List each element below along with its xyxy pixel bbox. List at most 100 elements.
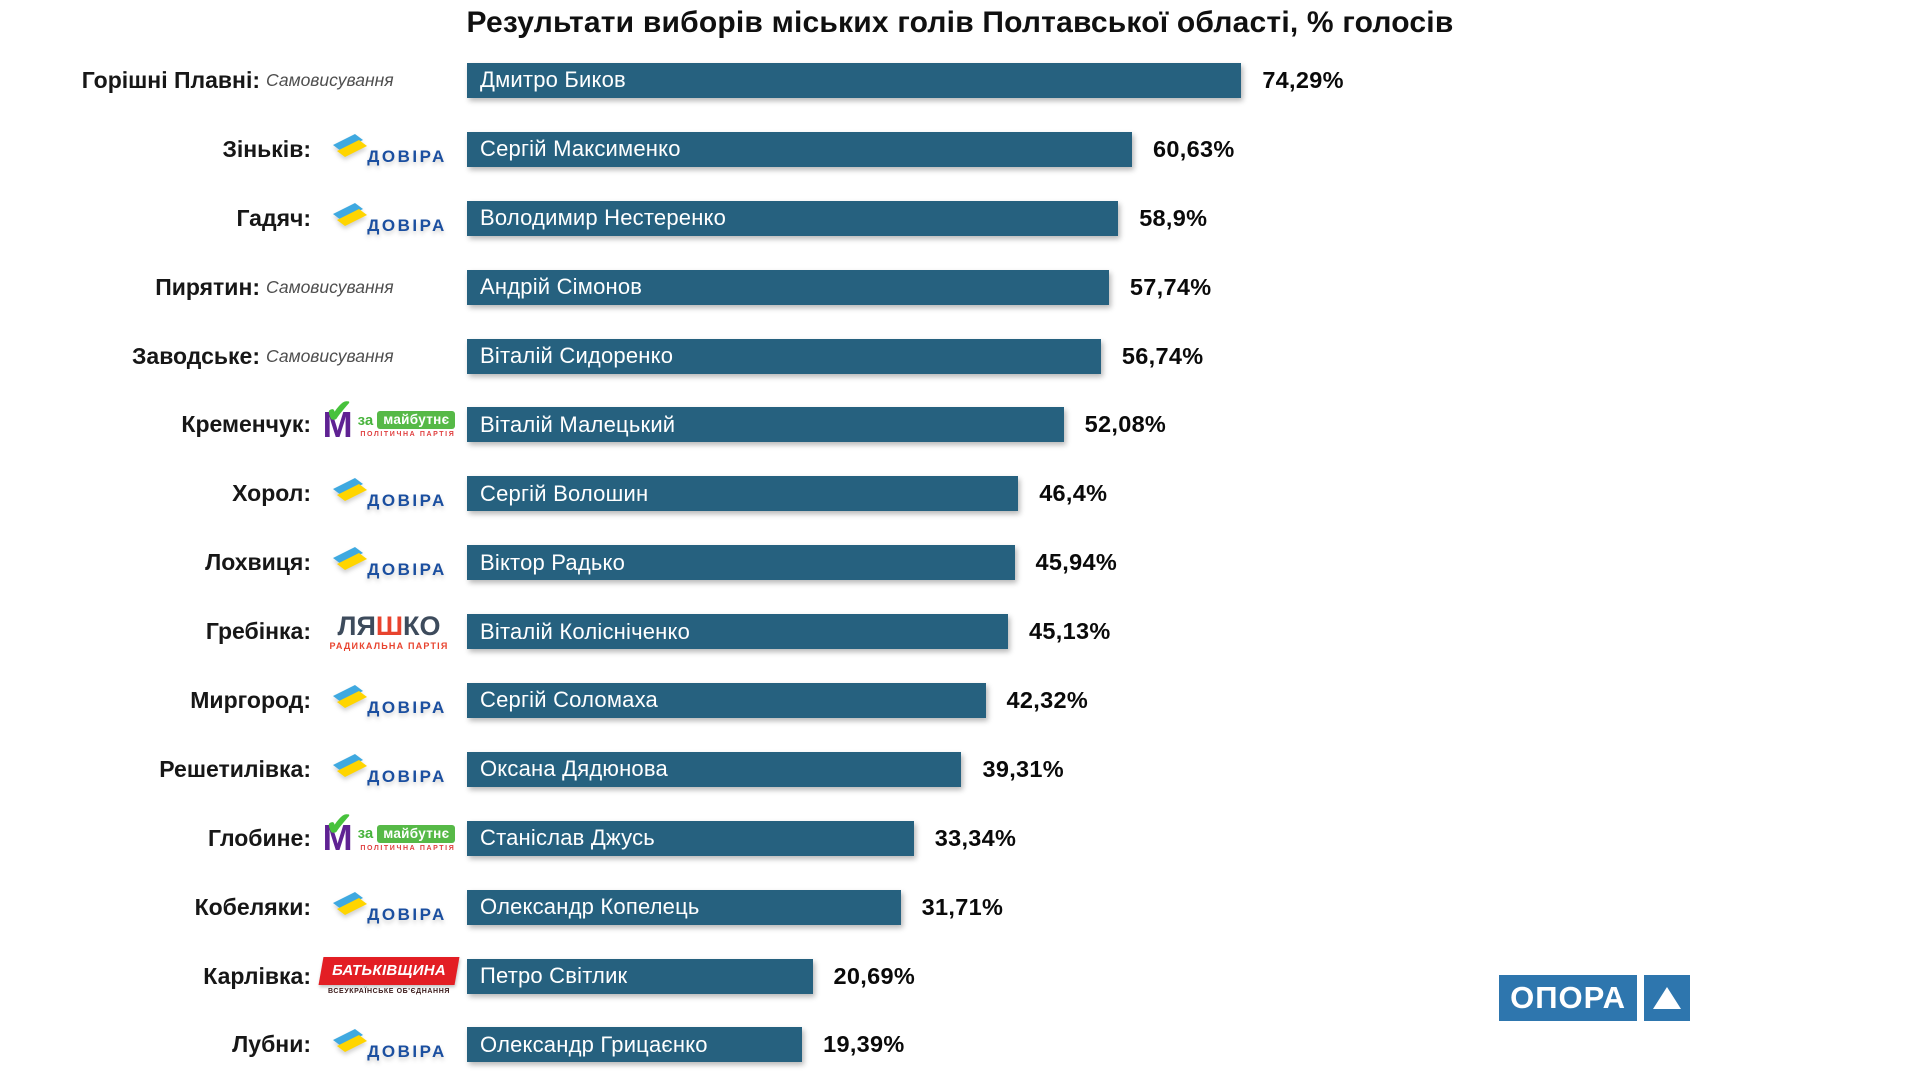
result-bar: Олександр Грицаєнко [467,1027,803,1063]
city-label: Заводське: [132,342,260,369]
dovira-logo: ДОВІРА [331,201,446,236]
percent-label: 33,34% [934,824,1017,851]
batkivshchyna-band: БАТЬКІВЩИНА [318,957,460,986]
za-maibutne-logo: М ✔ за майбутнє ПОЛІТИЧНА ПАРТІЯ [323,806,456,856]
candidate-name: Олександр Копелець [480,894,700,920]
result-bar: Віктор Радько [467,545,1015,581]
dovira-logo: ДОВІРА [331,545,446,580]
result-bar: Володимир Нестеренко [467,200,1119,236]
party-badge: ДОВІРА [311,890,467,925]
checkmark-icon: ✔ [325,806,353,843]
dovira-logo: ДОВІРА [331,476,446,511]
percent-label: 39,31% [982,755,1064,782]
result-bar: Дмитро Биков [467,62,1242,98]
candidate-name: Станіслав Джусь [480,825,655,851]
maibutne-pill: майбутнє [377,824,456,843]
result-bar: Олександр Копелець [467,889,901,925]
city-label: Решетилівка: [159,755,311,782]
dovira-flag-icon [331,890,368,925]
chart-row: Кобеляки: ДОВІРА Олександр Копелець 31,71% [0,873,1920,942]
candidate-name: Олександр Грицаєнко [480,1031,708,1057]
dovira-flag-icon [331,1027,368,1062]
checkmark-icon: ✔ [325,392,353,429]
chart-row: Лубни: ДОВІРА Олександр Грицаєнко 19,39% [0,1010,1920,1079]
city-label: Зіньків: [222,135,311,162]
percent-label: 45,94% [1035,549,1118,576]
percent-label: 19,39% [823,1031,905,1058]
city-label: Гребінка: [205,618,311,645]
candidate-name: Віталій Малецький [480,411,676,437]
result-bar: Віталій Малецький [467,407,1064,443]
party-subtitle: ВСЕУКРАЇНСЬКЕ ОБ'ЄДНАННЯ [328,988,450,996]
chart-row: Глобине: М ✔ за майбутнє ПОЛІТИЧНА ПАРТІЯ Стан… [0,804,1920,873]
liashko-part1: ЛЯ [337,610,376,641]
party-subtitle: ПОЛІТИЧНА ПАРТІЯ [360,844,456,852]
dovira-logo-text: ДОВІРА [367,1042,447,1062]
dovira-logo-text: ДОВІРА [367,697,447,717]
liashko-part3: КО [403,610,441,641]
party-badge: ДОВІРА [311,545,467,580]
chart-row: Заводське: Самовисування Віталій Сидоренко… [0,322,1920,391]
party-badge: ДОВІРА [311,1027,467,1062]
liashko-logo-text: ЛЯШКО [338,611,441,641]
self-nomination-label: Самовисування [266,345,394,366]
percent-label: 60,63% [1153,135,1235,162]
batkivshchyna-logo: БАТЬКІВЩИНА ВСЕУКРАЇНСЬКЕ ОБ'ЄДНАННЯ [318,957,460,996]
opora-logo: ОПОРА [1499,975,1690,1021]
za-maibutne-line: за майбутнє [358,824,456,843]
dovira-flag-icon [331,132,368,167]
percent-label: 57,74% [1129,273,1212,300]
party-badge: Самовисування [260,277,467,298]
candidate-name: Петро Світлик [480,963,628,989]
party-badge: ДОВІРА [311,752,467,787]
chart-row: Хорол: ДОВІРА Сергій Волошин 46,4% [0,459,1920,528]
party-badge: БАТЬКІВЩИНА ВСЕУКРАЇНСЬКЕ ОБ'ЄДНАННЯ [311,957,467,995]
result-bar: Андрій Сімонов [467,269,1109,305]
city-label: Кобеляки: [194,893,311,920]
za-maibutne-m-letter: М ✔ [322,392,353,445]
chart-row: Кременчук: М ✔ за майбутнє ПОЛІТИЧНА ПАРТІЯ Ві… [0,390,1920,459]
chart-title: Результати виборів міських голів Полтавс… [466,6,1454,39]
chart-row: Горішні Плавні: Самовисування Дмитро Биков… [0,46,1920,115]
self-nomination-label: Самовисування [266,69,394,90]
liashko-trident-letter: Ш [375,610,403,641]
candidate-name: Володимир Нестеренко [480,205,727,231]
dovira-logo-text: ДОВІРА [367,215,447,235]
candidate-name: Віталій Сидоренко [480,343,674,368]
result-bar: Віталій Сидоренко [467,338,1101,374]
result-bar: Сергій Соломаха [467,682,986,718]
dovira-logo: ДОВІРА [331,890,446,925]
city-label: Гадяч: [236,204,311,231]
party-badge: Самовисування [260,346,467,367]
za-maibutne-wordmark: за майбутнє ПОЛІТИЧНА ПАРТІЯ [358,824,456,852]
bar-rows: Горішні Плавні: Самовисування Дмитро Биков… [0,46,1920,1079]
candidate-name: Дмитро Биков [480,67,626,93]
chart-row: Гадяч: ДОВІРА Володимир Нестеренко 58,9% [0,184,1920,253]
percent-label: 52,08% [1084,411,1167,438]
dovira-flag-icon [331,545,368,580]
city-label: Кременчук: [181,411,311,438]
city-label: Пирятин: [155,273,260,300]
chart-row: Решетилівка: ДОВІРА Оксана Дядюнова 39,31% [0,735,1920,804]
batkivshchyna-logo-text: БАТЬКІВЩИНА [332,962,447,980]
za-maibutne-wordmark: за майбутнє ПОЛІТИЧНА ПАРТІЯ [358,411,456,438]
chart-row: Гребінка: ЛЯШКО РАДИКАЛЬНА ПАРТІЯ Віталій К… [0,597,1920,666]
result-bar: Віталій Колісніченко [467,614,1009,650]
city-label: Хорол: [232,480,311,507]
candidate-name: Андрій Сімонов [480,274,643,300]
opora-triangle-icon [1644,975,1690,1021]
percent-label: 56,74% [1121,342,1204,369]
candidate-name: Сергій Максименко [480,136,681,162]
dovira-logo: ДОВІРА [331,752,446,787]
maibutne-pill: майбутнє [377,411,456,430]
dovira-flag-icon [331,683,368,718]
result-bar: Сергій Волошин [467,476,1019,512]
dovira-flag-icon [331,476,368,511]
percent-label: 31,71% [921,893,1004,920]
percent-label: 46,4% [1039,480,1108,507]
candidate-name: Оксана Дядюнова [480,756,668,782]
dovira-logo-text: ДОВІРА [367,146,447,166]
party-badge: М ✔ за майбутнє ПОЛІТИЧНА ПАРТІЯ [311,392,467,445]
percent-label: 58,9% [1139,204,1208,231]
